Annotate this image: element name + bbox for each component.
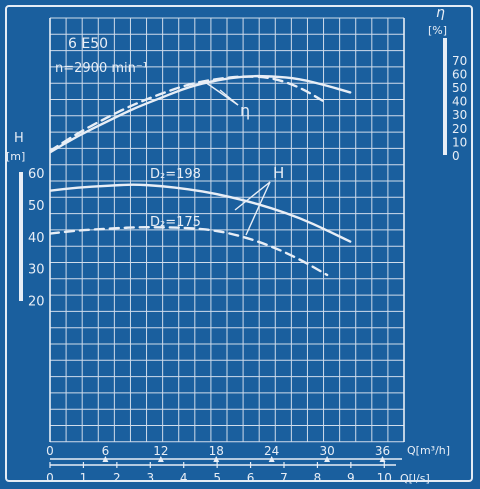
x-q-ls-tick-label: 2 bbox=[113, 471, 121, 485]
x-q-ls-label: Q[l/s] bbox=[400, 472, 430, 485]
y-eff-tick-label: 60 bbox=[452, 67, 467, 81]
x-q-m3h-tick-label: 0 bbox=[46, 444, 54, 458]
y-eff-tick-label: 10 bbox=[452, 135, 467, 149]
annotation-d2-198: D₂=198 bbox=[150, 167, 201, 182]
x-q-m3h-tick-marker bbox=[157, 456, 164, 462]
x-q-ls-tick-label: 9 bbox=[347, 471, 355, 485]
x-q-ls-tick-label: 3 bbox=[146, 471, 154, 485]
annotation-h: H bbox=[273, 164, 284, 182]
x-q-m3h-tick-label: 36 bbox=[375, 444, 390, 458]
y-eff-tick-label: 30 bbox=[452, 108, 467, 122]
y-head-tick-label: 60 bbox=[28, 167, 45, 182]
series-line-1 bbox=[50, 226, 329, 277]
y-eff-tick-label: 50 bbox=[452, 81, 467, 95]
y-head-tick-label: 50 bbox=[28, 199, 45, 214]
x-q-m3h-tick-label: 18 bbox=[209, 444, 224, 458]
x-q-ls-tick-label: 8 bbox=[314, 471, 322, 485]
y-eff-tick-label: 0 bbox=[452, 149, 460, 163]
x-q-ls-tick-label: 10 bbox=[377, 471, 392, 485]
leader-line-1 bbox=[245, 181, 271, 236]
y-eff-tick-label: 20 bbox=[452, 122, 467, 136]
x-q-m3h-tick-label: 30 bbox=[319, 444, 334, 458]
x-q-ls-tick-label: 4 bbox=[180, 471, 188, 485]
x-q-m3h-tick-label: 6 bbox=[102, 444, 110, 458]
y-head-tick-label: 40 bbox=[28, 231, 45, 246]
x-q-m3h-tick-marker bbox=[213, 456, 220, 462]
y-eff-label: η bbox=[436, 5, 445, 21]
annotation-eta: η bbox=[240, 101, 250, 120]
x-q-ls-tick-label: 0 bbox=[46, 471, 54, 485]
x-q-m3h-tick-label: 24 bbox=[264, 444, 279, 458]
x-q-ls-tick-label: 5 bbox=[213, 471, 221, 485]
series-line-2 bbox=[50, 74, 352, 154]
x-q-m3h-tick-marker bbox=[102, 456, 109, 462]
grid bbox=[49, 17, 405, 443]
x-q-ls-tick-label: 6 bbox=[247, 471, 255, 485]
y-head-unit: [m] bbox=[6, 150, 25, 163]
y-head-tick-label: 20 bbox=[28, 294, 45, 309]
x-q-m3h-tick-label: 12 bbox=[153, 444, 168, 458]
y-eff-unit: [%] bbox=[428, 24, 447, 37]
leader-line-0 bbox=[234, 181, 271, 211]
x-q-ls-tick-label: 1 bbox=[80, 471, 88, 485]
series-line-0 bbox=[50, 183, 352, 243]
curves bbox=[50, 74, 352, 277]
y-head-tick-label: 30 bbox=[28, 263, 45, 278]
x-q-m3h-tick-marker bbox=[268, 456, 275, 462]
chart-frame bbox=[5, 5, 473, 482]
x-q-m3h-label: Q[m³/h] bbox=[407, 444, 450, 457]
x-q-ls-tick-label: 7 bbox=[280, 471, 288, 485]
y-eff-tick-label: 70 bbox=[452, 54, 467, 68]
x-q-m3h-tick-marker bbox=[324, 456, 331, 462]
leader-line-3 bbox=[219, 89, 239, 106]
y-eff-tick-label: 40 bbox=[452, 95, 467, 109]
x-q-m3h-tick-marker bbox=[379, 456, 386, 462]
y-head-label: H bbox=[14, 131, 24, 146]
chart-title: 6 E50 bbox=[68, 36, 108, 52]
annotation-d2-175: D₂=175 bbox=[150, 215, 201, 230]
chart-subtitle: n=2900 min⁻¹ bbox=[55, 61, 148, 76]
series-line-3 bbox=[50, 75, 324, 153]
